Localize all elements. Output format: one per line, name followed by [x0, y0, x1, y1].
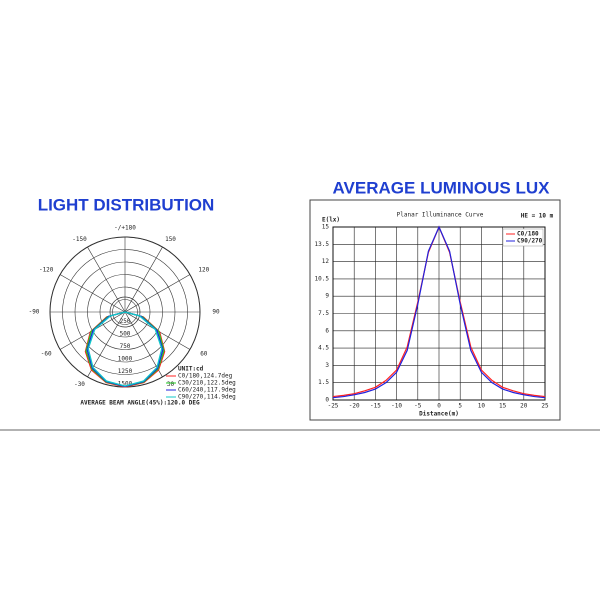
chart-subtitle: Planar Illuminance Curve	[397, 212, 484, 219]
spoke	[59, 274, 126, 313]
x-tick-label: -20	[349, 403, 360, 410]
series-line	[87, 311, 163, 387]
angle-tick-label: -150	[72, 236, 87, 243]
legend-label: C0/180	[517, 231, 539, 238]
angle-tick-label: 150	[165, 236, 176, 243]
angle-tick-label: -90	[29, 309, 40, 316]
y-tick-label: 15	[322, 224, 330, 231]
angle-tick-label: -/+180	[114, 225, 136, 232]
angle-tick-label: -120	[39, 267, 54, 274]
legend-label: C90/270	[517, 238, 543, 245]
chart-title: LIGHT DISTRIBUTION	[38, 195, 215, 214]
x-tick-label: -5	[414, 403, 422, 410]
legend-box	[502, 228, 544, 247]
chart-frame	[309, 199, 561, 421]
r-tick-label: 1500	[118, 381, 133, 388]
spoke	[124, 246, 163, 313]
x-tick-label: -10	[391, 403, 402, 410]
legend-label: C0/180,124.7deg	[178, 373, 233, 380]
y-tick-label: 9	[325, 293, 329, 300]
legend-label: C30/210,122.5deg	[178, 380, 236, 387]
x-tick-label: 20	[520, 403, 528, 410]
legend-label: C60/240,117.9deg	[178, 387, 236, 394]
caption: AVERAGE BEAM ANGLE(45%):120.0 DEG	[80, 400, 200, 407]
r-tick-label: 1000	[118, 356, 133, 363]
angle-tick-label: 30	[167, 381, 175, 388]
x-tick-label: 10	[478, 403, 486, 410]
r-tick-label: 750	[120, 343, 131, 350]
y-tick-label: 13.5	[315, 241, 330, 248]
y-tick-label: 4.5	[318, 345, 329, 352]
y-tick-label: 0	[325, 397, 329, 404]
r-tick-label: 1250	[118, 368, 133, 375]
r-tick-label: 250	[120, 318, 131, 325]
y-tick-label: 12	[322, 258, 330, 265]
chart-title: AVERAGE LUMINOUS LUX	[333, 178, 551, 197]
angle-tick-label: 90	[212, 309, 220, 316]
spoke	[124, 311, 163, 378]
x-tick-label: 0	[437, 403, 441, 410]
legend-label: C90/270,114.9deg	[178, 394, 236, 401]
x-tick-label: 25	[541, 403, 549, 410]
spoke	[124, 274, 191, 313]
y-tick-label: 1.5	[318, 379, 329, 386]
angle-tick-label: -60	[41, 351, 52, 358]
angle-tick-label: 60	[200, 351, 208, 358]
spoke	[87, 246, 126, 313]
angle-tick-label: -30	[74, 381, 85, 388]
x-tick-label: 15	[499, 403, 507, 410]
legend-title: UNIT:cd	[178, 366, 204, 373]
series-line	[332, 225, 546, 399]
x-tick-label: 5	[458, 403, 462, 410]
r-tick-label: 500	[120, 331, 131, 338]
spoke	[87, 311, 126, 378]
x-tick-label: -15	[370, 403, 381, 410]
y-tick-label: 6	[325, 327, 329, 334]
annotation: HE = 10 m	[521, 213, 554, 220]
y-tick-label: 3	[325, 362, 329, 369]
y-tick-label: 10.5	[315, 275, 330, 282]
y-tick-label: 7.5	[318, 310, 329, 317]
x-tick-label: -25	[328, 403, 339, 410]
x-axis-label: Distance(m)	[419, 411, 459, 418]
angle-tick-label: 120	[198, 267, 209, 274]
y-axis-label: E(lx)	[322, 217, 340, 224]
